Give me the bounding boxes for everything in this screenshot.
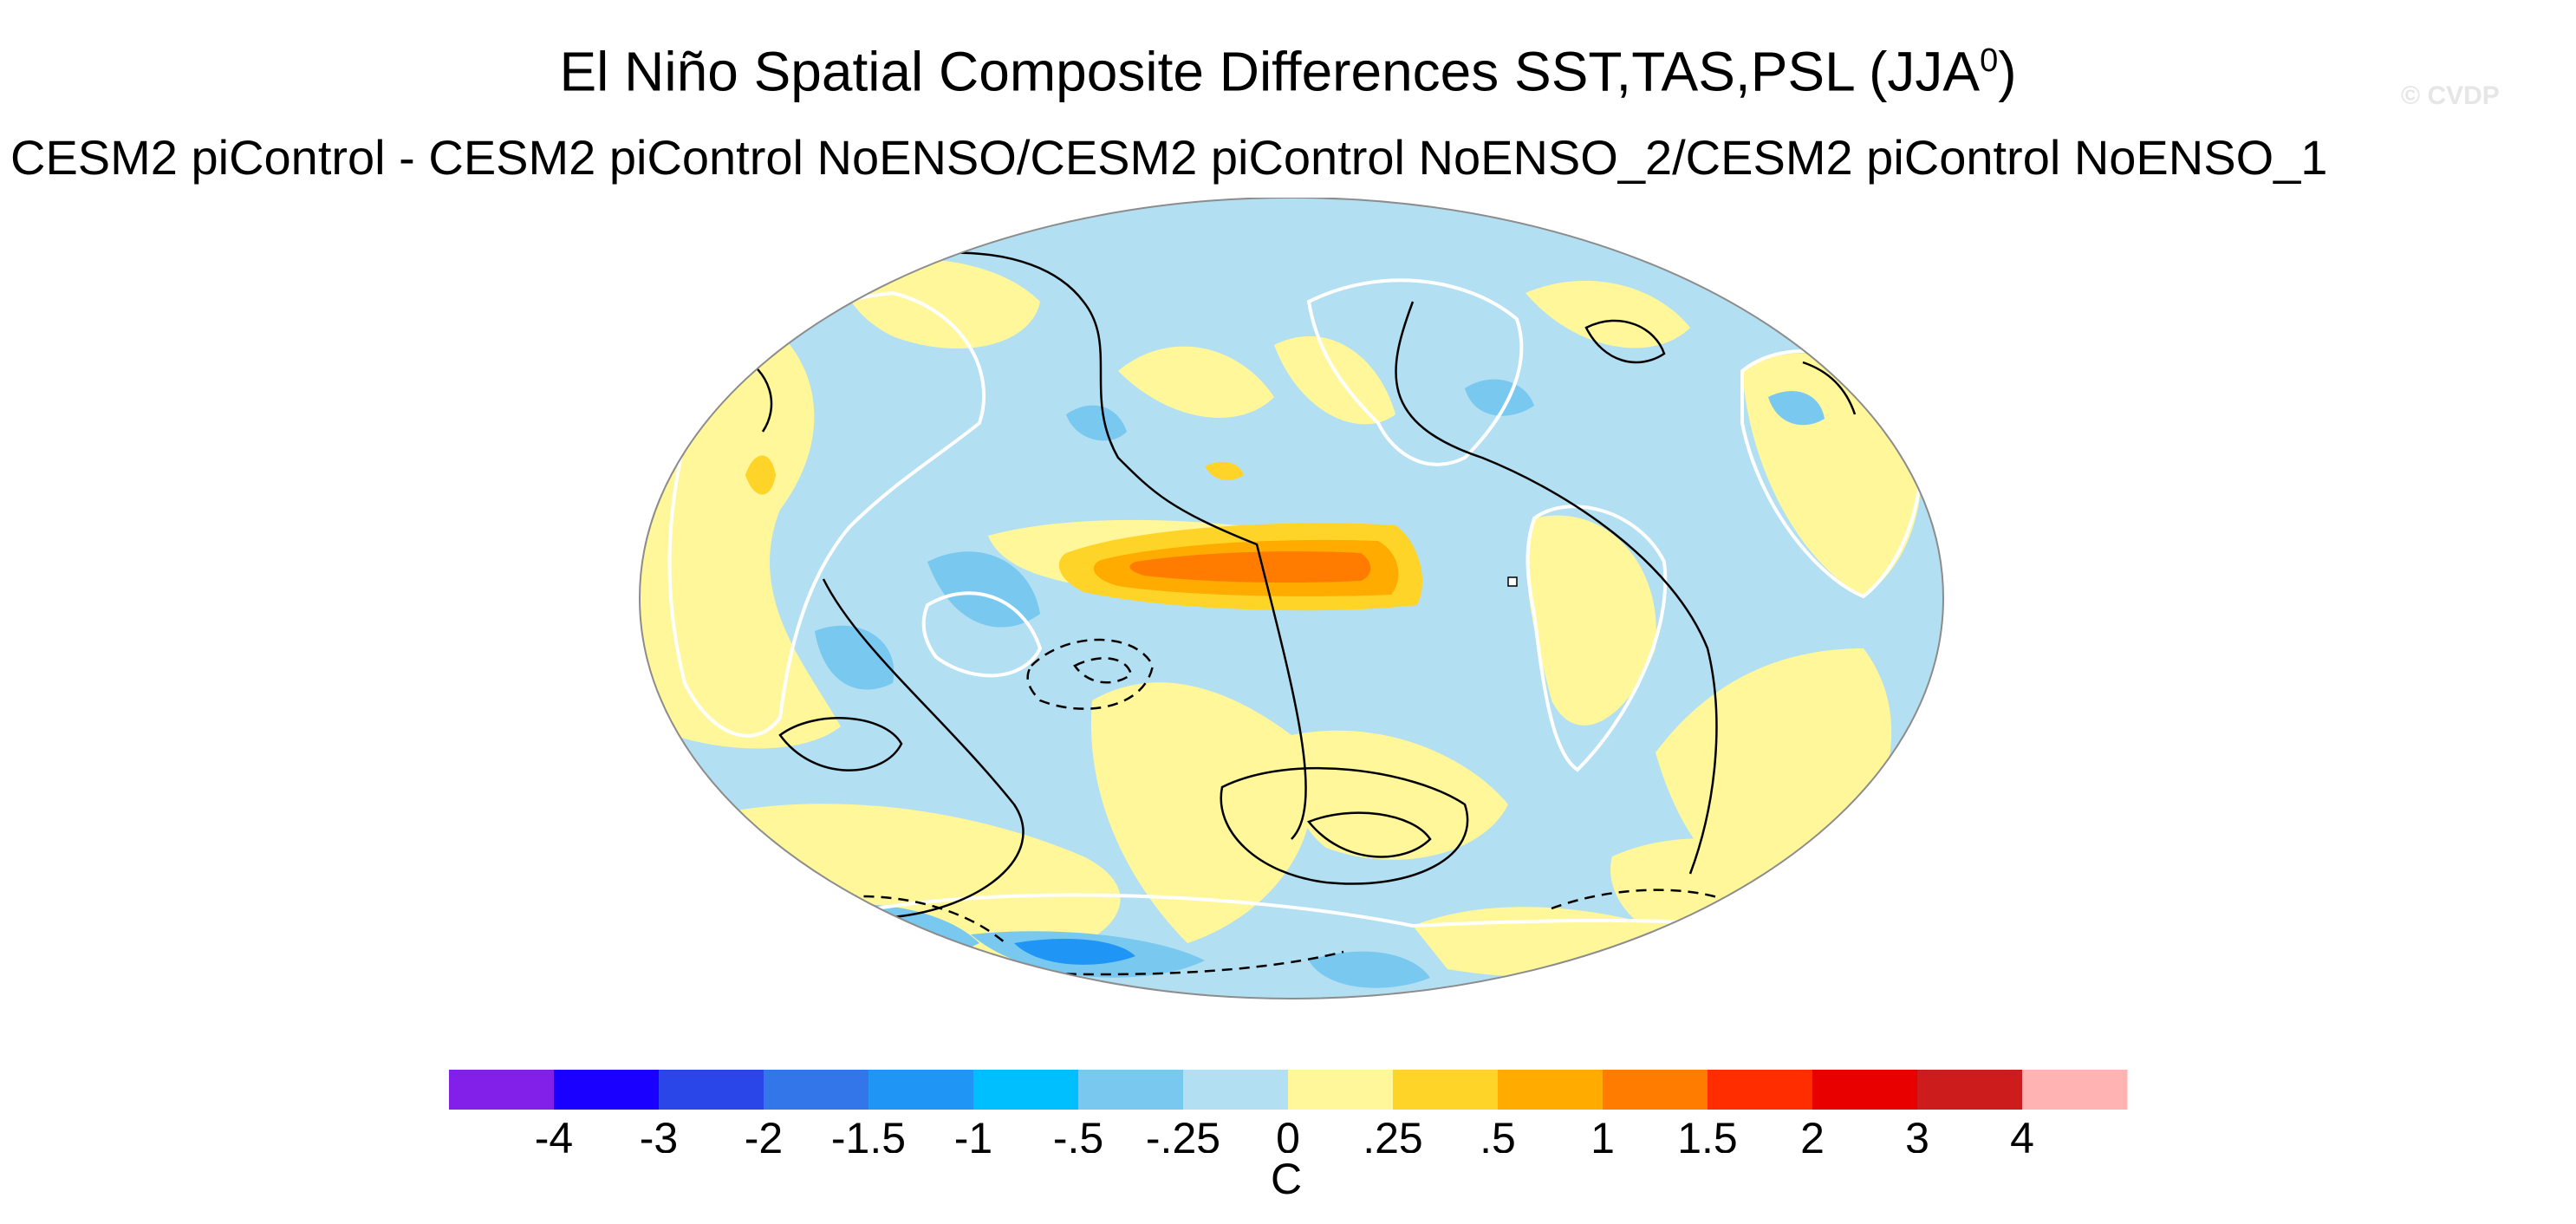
colorbar-box <box>659 1070 764 1110</box>
colorbar: -4 -3 -2 -1.5 -1 -.5 -.25 0 .25 .5 1 1.5 2 3 4 <box>449 1070 2128 1153</box>
chart-title-superscript: 0 <box>1980 42 1999 79</box>
colorbar-box <box>1183 1070 1289 1110</box>
colorbar-units: C <box>1271 1155 1303 1203</box>
colorbar-tick-label: -.5 <box>1053 1114 1103 1153</box>
chart-title-main: El Niño Spatial Composite Differences SS… <box>559 40 1981 103</box>
map-border <box>639 198 1944 999</box>
colorbar-tick-label: -1.5 <box>831 1114 906 1153</box>
colorbar-box <box>1393 1070 1499 1110</box>
chart-title: El Niño Spatial Composite Differences SS… <box>0 26 2576 106</box>
colorbar-tick-label: -4 <box>535 1114 573 1153</box>
colorbar-tick-label: -2 <box>745 1114 783 1153</box>
island-markers <box>1507 576 1518 587</box>
colorbar-tick-label: -1 <box>954 1114 992 1153</box>
colorbar-tick-label: 0 <box>1276 1114 1300 1153</box>
colorbar-box <box>973 1070 1079 1110</box>
colorbar-tick-label: -3 <box>640 1114 678 1153</box>
chart-title-suffix: ) <box>1998 40 2017 103</box>
colorbar-box <box>1708 1070 1813 1110</box>
colorbar-tick-label: -.25 <box>1146 1114 1220 1153</box>
chart-subtitle: CESM2 piControl - CESM2 piControl NoENSO… <box>10 130 2328 185</box>
colorbar-boxes <box>449 1070 2128 1110</box>
colorbar-tick-label: .5 <box>1480 1114 1516 1153</box>
colorbar-box <box>1917 1070 2023 1110</box>
cvdp-watermark: © CVDP <box>2401 81 2500 110</box>
colorbar-box <box>1812 1070 1918 1110</box>
colorbar-box <box>554 1070 660 1110</box>
colorbar-box <box>764 1070 869 1110</box>
colorbar-box <box>868 1070 974 1110</box>
colorbar-box <box>449 1070 555 1110</box>
colorbar-box <box>2022 1070 2128 1110</box>
colorbar-tick-label: 1 <box>1590 1114 1615 1153</box>
colorbar-labels: -4 -3 -2 -1.5 -1 -.5 -.25 0 .25 .5 1 1.5 2 3 4 <box>535 1114 2034 1153</box>
colorbar-tick-label: 2 <box>1800 1114 1825 1153</box>
colorbar-box <box>1078 1070 1184 1110</box>
psl-contours <box>736 251 1857 919</box>
colorbar-tick-label: 1.5 <box>1677 1114 1738 1153</box>
el-nino-warm-tongue <box>745 455 1422 611</box>
colorbar-box <box>1288 1070 1394 1110</box>
colorbar-box <box>1603 1070 1708 1110</box>
colorbar-tick-label: .25 <box>1363 1114 1423 1153</box>
colorbar-tick-label: 4 <box>2010 1114 2034 1153</box>
colorbar-box <box>1498 1070 1603 1110</box>
world-map <box>639 198 1944 999</box>
colorbar-tick-label: 3 <box>1905 1114 1929 1153</box>
